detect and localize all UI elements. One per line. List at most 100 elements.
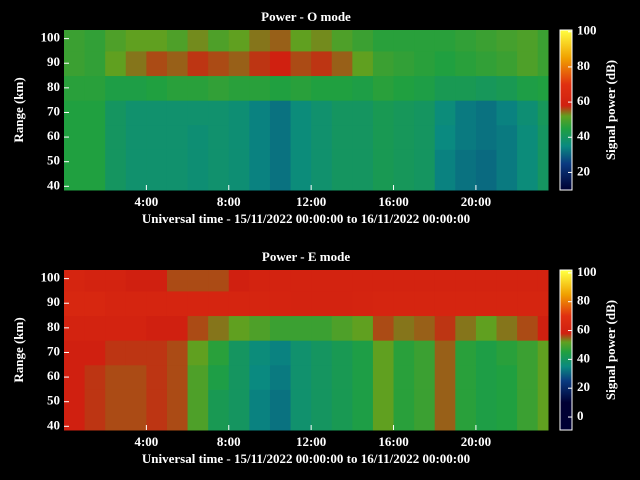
cell [208, 389, 230, 415]
cell [414, 364, 436, 390]
cell [125, 315, 147, 341]
cell [331, 414, 353, 431]
cell [269, 174, 292, 191]
cell [249, 124, 271, 150]
y-tick-label: 40 [47, 417, 60, 432]
cell [455, 30, 477, 52]
x-tick-label: 16:00 [378, 434, 408, 449]
cell [208, 414, 230, 431]
cell [187, 340, 209, 366]
cell [166, 149, 189, 175]
cell [455, 124, 477, 150]
cell [331, 270, 353, 292]
cell [475, 30, 498, 52]
cell [517, 290, 539, 317]
cell [475, 50, 498, 77]
cell [434, 389, 456, 415]
cell [434, 290, 456, 317]
y-tick-label: 100 [41, 270, 61, 285]
cell [393, 270, 415, 292]
cell [311, 30, 333, 52]
cell [64, 364, 86, 390]
cell [311, 315, 333, 341]
cell [434, 75, 456, 101]
y-axis-label: Range (km) [11, 317, 26, 382]
cell [414, 414, 436, 431]
cell [414, 290, 436, 317]
cell [208, 75, 230, 101]
cell [517, 389, 539, 415]
cell [311, 100, 333, 126]
cell [187, 174, 209, 191]
cell [414, 270, 436, 292]
cell [290, 100, 312, 126]
cell [517, 174, 539, 191]
cell [311, 340, 333, 366]
cell [496, 364, 518, 390]
colorbar-tick-label: 80 [577, 293, 590, 308]
cell [146, 270, 168, 292]
cell [187, 75, 209, 101]
cell [311, 389, 333, 415]
cell [455, 75, 477, 101]
cell [496, 149, 518, 175]
cell [475, 75, 498, 101]
cell [414, 30, 436, 52]
cell [517, 149, 539, 175]
cell [434, 340, 456, 366]
cell [517, 50, 539, 77]
cell [84, 364, 106, 390]
cell [455, 100, 477, 126]
cell [105, 315, 127, 341]
cell [187, 364, 209, 390]
cell [208, 100, 230, 126]
cell [64, 124, 86, 150]
chart-title: Power - E mode [262, 249, 350, 264]
cell [146, 149, 168, 175]
cell [228, 100, 250, 126]
cell [208, 174, 230, 191]
cell [187, 124, 209, 150]
cell [84, 174, 106, 191]
cell [475, 270, 498, 292]
cell [187, 414, 209, 431]
cell [208, 30, 230, 52]
cell [372, 174, 395, 191]
cell [64, 340, 86, 366]
cell [125, 290, 147, 317]
y-tick-label: 90 [47, 294, 60, 309]
cell [64, 50, 86, 77]
cell [125, 364, 147, 390]
cell [414, 100, 436, 126]
cell [393, 290, 415, 317]
cell [105, 290, 127, 317]
cell [537, 364, 549, 390]
cell [496, 389, 518, 415]
cell [496, 30, 518, 52]
cell [311, 364, 333, 390]
colorbar-tick-label: 20 [577, 379, 590, 394]
cell [434, 270, 456, 292]
y-tick-label: 70 [47, 343, 60, 358]
chart-title: Power - O mode [261, 9, 351, 24]
cell [146, 50, 168, 77]
cell [517, 75, 539, 101]
cell [166, 364, 189, 390]
cell [84, 100, 106, 126]
cell [249, 364, 271, 390]
y-tick-label: 70 [47, 103, 60, 118]
x-tick-label: 12:00 [296, 434, 326, 449]
cell [352, 389, 374, 415]
cell [105, 174, 127, 191]
cell [84, 340, 106, 366]
cell [249, 389, 271, 415]
cell [187, 290, 209, 317]
cell [290, 270, 312, 292]
cell [372, 290, 395, 317]
cell [269, 30, 292, 52]
cell [496, 290, 518, 317]
cell [105, 149, 127, 175]
cell [146, 124, 168, 150]
cell [496, 270, 518, 292]
x-tick-label: 8:00 [217, 434, 241, 449]
